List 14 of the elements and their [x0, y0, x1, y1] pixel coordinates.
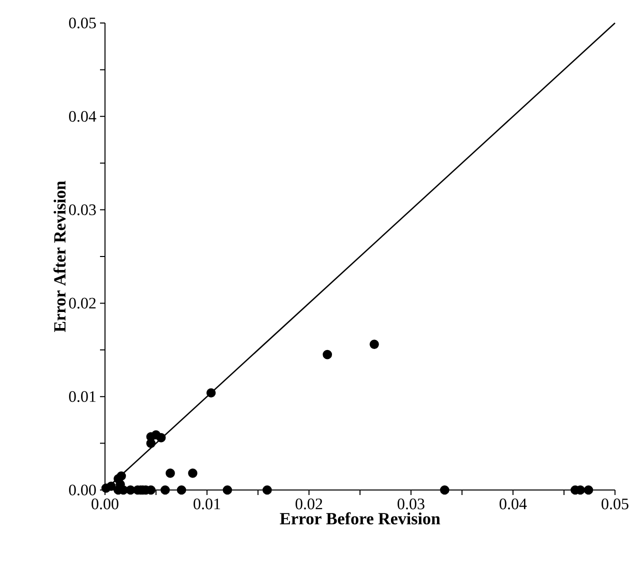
- y-tick-label: 0.02: [69, 298, 96, 309]
- x-tick-label: 0.05: [602, 498, 628, 510]
- x-tick-label: 0.02: [296, 498, 322, 510]
- x-tick-label: 0.00: [92, 498, 118, 510]
- x-axis-title: Error Before Revision: [280, 512, 440, 524]
- x-tick-label: 0.01: [194, 498, 220, 510]
- x-tick-label: 0.04: [500, 498, 527, 510]
- y-tick-label: 0.05: [69, 18, 96, 28]
- y-tick-label: 0.00: [69, 484, 96, 496]
- x-tick-label: 0.03: [398, 498, 424, 510]
- y-tick-label: 0.03: [69, 204, 96, 216]
- y-axis-title: Error After Revision: [53, 180, 66, 332]
- y-tick-label: 0.04: [69, 110, 96, 122]
- y-tick-label: 0.01: [69, 391, 96, 402]
